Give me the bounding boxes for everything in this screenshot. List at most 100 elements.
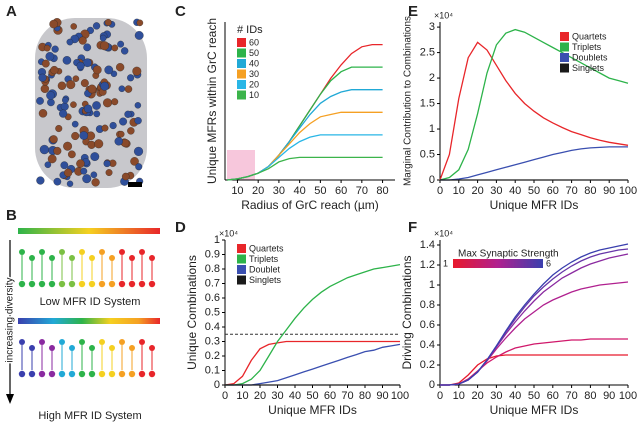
sphere <box>63 141 73 151</box>
x-tick-label: 80 <box>359 390 371 402</box>
x-tick-label: 100 <box>391 390 409 402</box>
sphere <box>46 91 55 100</box>
x-axis-label: Unique MFR IDs <box>268 403 357 417</box>
sphere <box>92 101 101 110</box>
neuron <box>99 339 105 345</box>
legend-swatch <box>237 275 246 285</box>
rosette <box>118 280 126 288</box>
sphere <box>124 85 133 93</box>
sphere <box>119 117 128 126</box>
y-tick-label: 0.8 <box>420 299 435 311</box>
sphere <box>87 84 97 94</box>
y-tick-label: 2 <box>429 72 435 84</box>
sphere <box>93 110 101 118</box>
line <box>227 156 383 181</box>
line <box>439 41 629 181</box>
rosette <box>58 370 66 378</box>
x-tick-label: 10 <box>231 185 243 197</box>
sphere <box>104 19 112 26</box>
legend-label: 30 <box>249 69 259 79</box>
sphere <box>76 159 85 168</box>
y-tick-label: 0.9 <box>205 248 220 260</box>
sphere <box>57 81 67 90</box>
sphere <box>121 172 130 181</box>
x-tick-label: 50 <box>528 185 540 197</box>
sphere <box>38 73 47 82</box>
x-tick-label: 50 <box>306 390 318 402</box>
colorbar-max: 6 <box>546 258 551 268</box>
sphere <box>66 180 74 187</box>
x-tick-label: 50 <box>528 390 540 402</box>
neuron <box>79 339 85 345</box>
y-multiplier: ×10⁴ <box>219 228 238 238</box>
sphere <box>79 131 89 140</box>
line <box>440 248 629 386</box>
arrow-label: increasing diversity <box>5 277 16 362</box>
legend-swatch <box>237 69 246 79</box>
legend-label: 20 <box>249 79 259 89</box>
y-tick-label: 3 <box>429 21 435 33</box>
sphere <box>50 66 59 75</box>
sphere <box>80 167 88 175</box>
sphere <box>70 23 77 30</box>
sphere <box>71 120 79 128</box>
sphere <box>116 63 125 72</box>
y-tick-label: 0.2 <box>420 359 435 371</box>
sphere <box>104 65 114 75</box>
sphere <box>90 171 98 179</box>
y-tick-label: 1.5 <box>420 97 435 109</box>
sphere <box>90 152 100 161</box>
legend-label: Triplets <box>249 254 279 264</box>
line <box>439 28 629 181</box>
y-tick-label: 0.1 <box>205 364 220 376</box>
x-tick-label: 20 <box>471 185 483 197</box>
y-tick-label: 0 <box>429 379 435 391</box>
sphere <box>45 52 55 61</box>
y-axis-label: Driving Combinations <box>400 255 414 369</box>
y-tick-label: 1.2 <box>420 259 435 271</box>
legend-swatch <box>237 48 246 58</box>
line <box>440 243 629 386</box>
scale-bar <box>128 182 142 187</box>
rosette <box>108 280 116 288</box>
x-tick-label: 90 <box>603 390 615 402</box>
x-tick-label: 70 <box>341 390 353 402</box>
rosette <box>38 370 46 378</box>
sphere <box>83 58 92 68</box>
legend-label: 40 <box>249 58 259 68</box>
sphere <box>114 137 123 146</box>
x-tick-label: 60 <box>547 185 559 197</box>
rosette <box>128 280 136 288</box>
diversity-bar <box>18 228 160 234</box>
rosette <box>128 370 136 378</box>
y-tick-label: 0.5 <box>205 306 220 318</box>
sphere <box>41 59 50 68</box>
legend-title: # IDs <box>237 24 263 36</box>
legend-label: Quartets <box>572 31 607 41</box>
sphere <box>100 41 110 51</box>
sphere <box>47 98 55 107</box>
sphere <box>70 101 77 108</box>
rosette <box>78 370 86 378</box>
legend-label: Singlets <box>249 275 282 285</box>
x-tick-label: 70 <box>565 390 577 402</box>
sphere <box>53 146 62 155</box>
rosette <box>48 280 56 288</box>
sphere <box>78 36 87 45</box>
neuron <box>19 339 25 345</box>
colorbar-title: Max Synaptic Strength <box>458 249 559 260</box>
sphere <box>39 144 50 155</box>
sphere <box>82 174 92 184</box>
legend-swatch <box>560 63 569 73</box>
sphere <box>49 19 58 29</box>
sphere <box>68 150 76 159</box>
line <box>440 281 629 386</box>
sphere <box>118 85 126 93</box>
sphere <box>100 81 110 91</box>
sphere <box>124 110 132 118</box>
sphere <box>121 47 129 55</box>
x-tick-label: 80 <box>584 185 596 197</box>
sphere <box>92 65 102 75</box>
x-tick-label: 10 <box>236 390 248 402</box>
